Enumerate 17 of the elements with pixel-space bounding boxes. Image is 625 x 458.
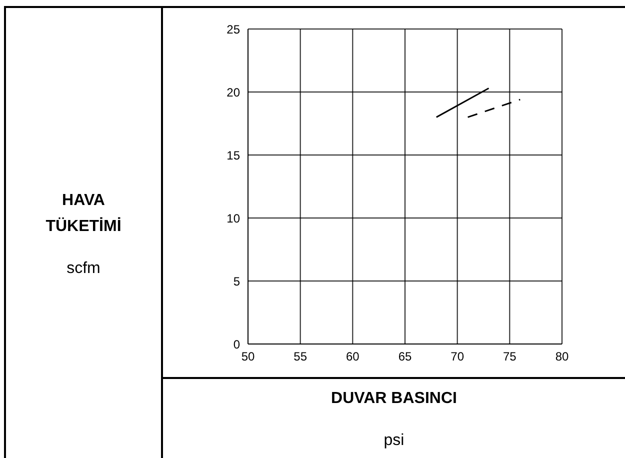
text: HAVA TÜKETİMİ — [44, 191, 122, 237]
y-tick-label: 20 — [226, 85, 240, 100]
text: scfm — [66, 260, 102, 278]
y-tick-label: 10 — [226, 211, 240, 226]
y-tick-label: 15 — [226, 148, 240, 162]
y-tick-label: 0 — [233, 337, 240, 352]
x-tick-label: 50 — [241, 350, 255, 364]
x-tick-label: 75 — [502, 350, 517, 364]
x-tick-label: 70 — [450, 350, 464, 364]
x-tick-label: 55 — [294, 350, 308, 364]
x-tick-label: 80 — [555, 350, 569, 364]
y-tick-label: 25 — [226, 22, 240, 36]
x-tick-label: 65 — [398, 350, 412, 364]
y-tick-label: 5 — [233, 274, 240, 288]
text: psi — [382, 432, 406, 450]
x-tick-label: 60 — [346, 350, 360, 364]
x-axis-title: DUVAR BASINCI — [330, 390, 458, 408]
